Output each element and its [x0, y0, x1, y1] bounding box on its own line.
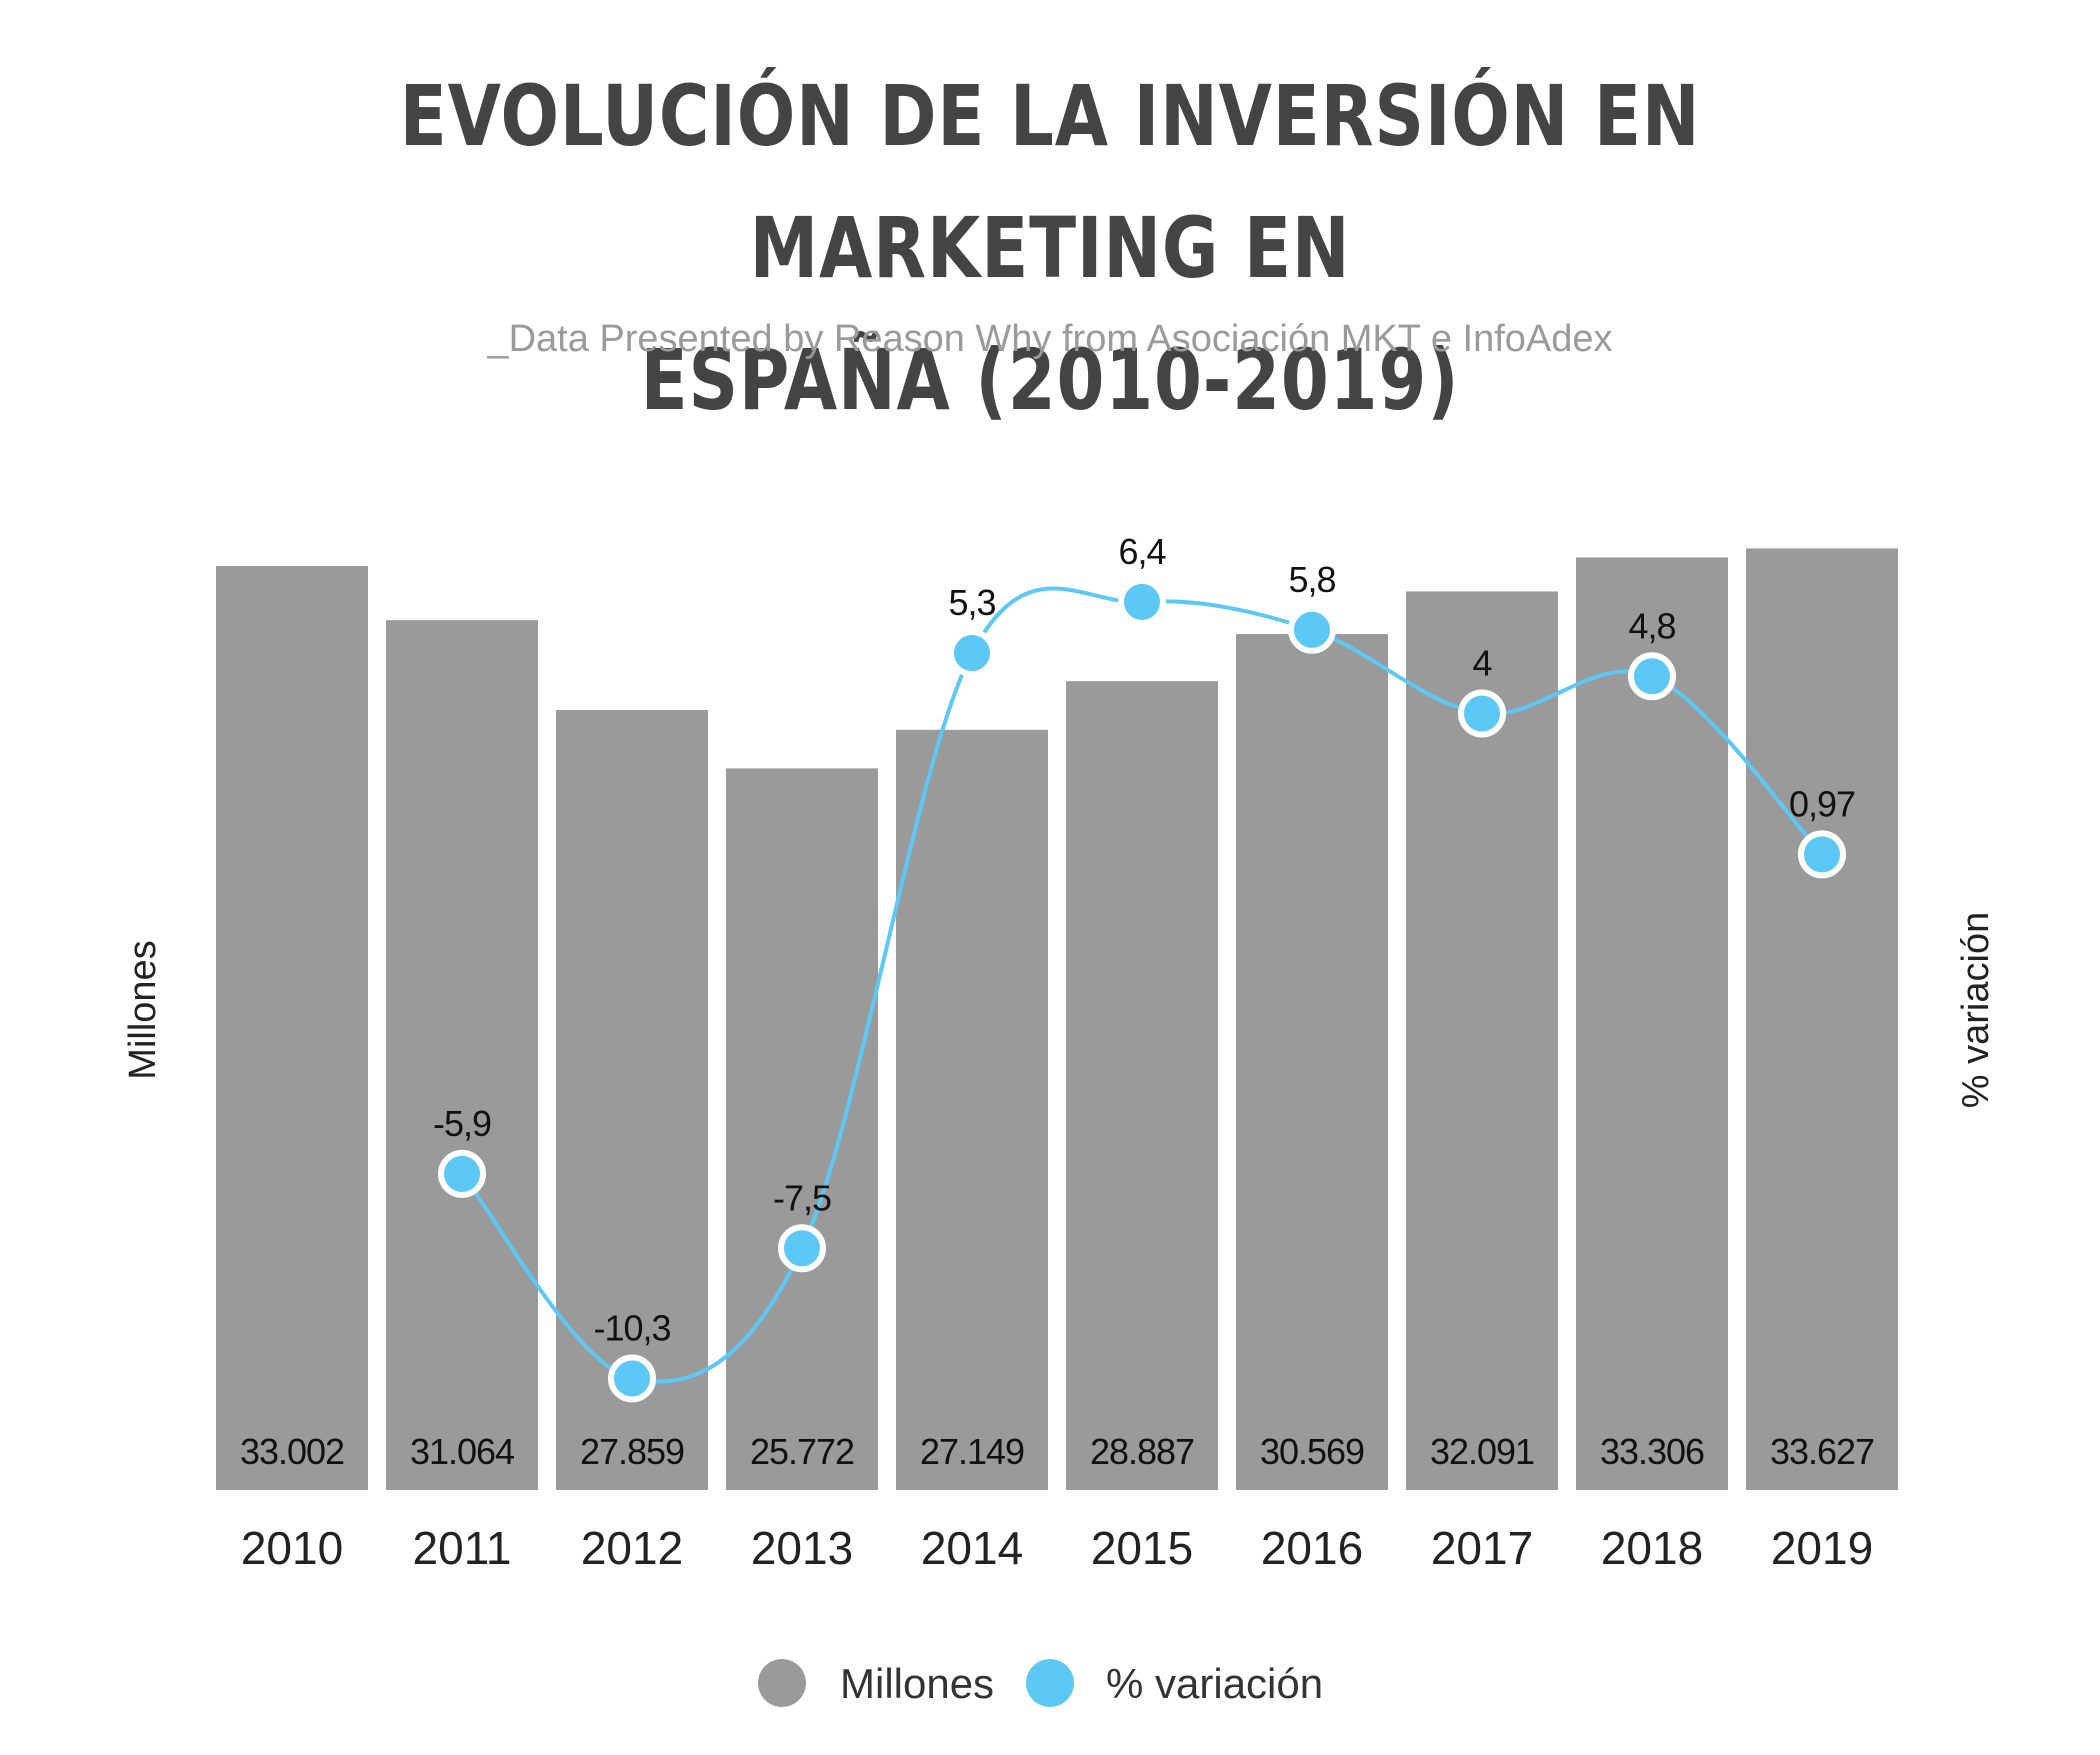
- variation-point-2019: [1798, 830, 1846, 879]
- variation-point-2018: [1628, 652, 1676, 701]
- variation-label-2011: -5,9: [433, 1103, 491, 1144]
- x-tick-label-2019: 2019: [1771, 1522, 1873, 1574]
- variation-point-2011: [438, 1149, 486, 1198]
- bar-2011: [386, 620, 538, 1490]
- x-tick-label-2014: 2014: [921, 1522, 1023, 1574]
- variation-label-2013: -7,5: [773, 1177, 831, 1218]
- variation-label-2018: 4,8: [1628, 605, 1675, 646]
- chart-subtitle: _Data Presented by Reason Why from Asoci…: [487, 318, 1613, 360]
- bar-value-label-2014: 27.149: [920, 1431, 1024, 1472]
- x-axis-tick-labels: 2010 2011 2012 2013 2014 2015 2016 2017 2018 2019: [241, 1522, 1873, 1574]
- variation-label-2014: 5,3: [948, 582, 995, 623]
- bar-value-label-2012: 27.859: [580, 1431, 684, 1472]
- legend-swatch-variacion: [1026, 1659, 1074, 1707]
- legend-label-millones: Millones: [840, 1660, 994, 1707]
- variation-point-2015: [1118, 577, 1166, 626]
- chart-title-line-1: EVOLUCIÓN DE LA INVERSIÓN EN MARKETING E…: [399, 67, 1701, 297]
- bar-2017: [1406, 591, 1558, 1490]
- bar-series: [216, 548, 1898, 1490]
- x-tick-label-2013: 2013: [751, 1522, 853, 1574]
- chart-title: EVOLUCIÓN DE LA INVERSIÓN EN MARKETING E…: [189, 50, 1911, 446]
- chart-title-line-2: ESPAÑA (2010-2019): [640, 331, 1460, 429]
- variation-point-2017: [1458, 689, 1506, 738]
- variation-point-2013: [778, 1224, 826, 1273]
- x-tick-label-2011: 2011: [413, 1522, 512, 1574]
- variation-points: [438, 577, 1846, 1403]
- bar-2010: [216, 565, 368, 1490]
- x-tick-label-2016: 2016: [1261, 1522, 1363, 1574]
- x-tick-label-2018: 2018: [1601, 1522, 1703, 1574]
- bar-value-label-2011: 31.064: [410, 1431, 514, 1472]
- variation-label-2012: -10,3: [593, 1307, 670, 1348]
- bar-value-label-2016: 30.569: [1260, 1431, 1364, 1472]
- legend-label-variacion: % variación: [1106, 1660, 1323, 1707]
- variation-point-2016: [1288, 605, 1336, 654]
- variation-labels: -5,9 -10,3 -7,5 5,3 6,4 5,8 4 4,8 0,97: [433, 531, 1856, 1349]
- variation-point-2012: [608, 1354, 656, 1403]
- bar-value-labels: 33.002 31.064 27.859 25.772 27.149 28.887 30.5…: [240, 1431, 1875, 1472]
- variation-line: [460, 586, 1824, 1384]
- variation-label-2017: 4: [1472, 643, 1491, 684]
- variation-label-2015: 6,4: [1118, 531, 1165, 572]
- bar-value-label-2018: 33.306: [1600, 1431, 1704, 1472]
- x-tick-label-2015: 2015: [1091, 1522, 1193, 1574]
- y-axis-title-right: % variación: [1955, 912, 1997, 1108]
- bar-value-label-2010: 33.002: [240, 1431, 344, 1472]
- variation-label-2019: 0,97: [1789, 783, 1855, 824]
- y-axis-title-left: Millones: [122, 940, 164, 1079]
- variation-point-2014: [948, 629, 996, 678]
- bar-value-label-2017: 32.091: [1430, 1431, 1534, 1472]
- bar-2016: [1236, 634, 1388, 1490]
- bar-2015: [1066, 681, 1218, 1490]
- bar-2013: [726, 768, 878, 1490]
- bar-value-label-2019: 33.627: [1770, 1431, 1874, 1472]
- variation-label-2016: 5,8: [1288, 559, 1335, 600]
- bar-value-label-2015: 28.887: [1090, 1431, 1194, 1472]
- x-tick-label-2012: 2012: [581, 1522, 683, 1574]
- bar-2014: [896, 729, 1048, 1490]
- bar-value-label-2013: 25.772: [750, 1431, 854, 1472]
- legend-swatch-millones: [758, 1659, 806, 1707]
- x-tick-label-2017: 2017: [1431, 1522, 1533, 1574]
- bar-2019: [1746, 548, 1898, 1490]
- x-tick-label-2010: 2010: [241, 1522, 343, 1574]
- legend: Millones % variación: [758, 1659, 1323, 1707]
